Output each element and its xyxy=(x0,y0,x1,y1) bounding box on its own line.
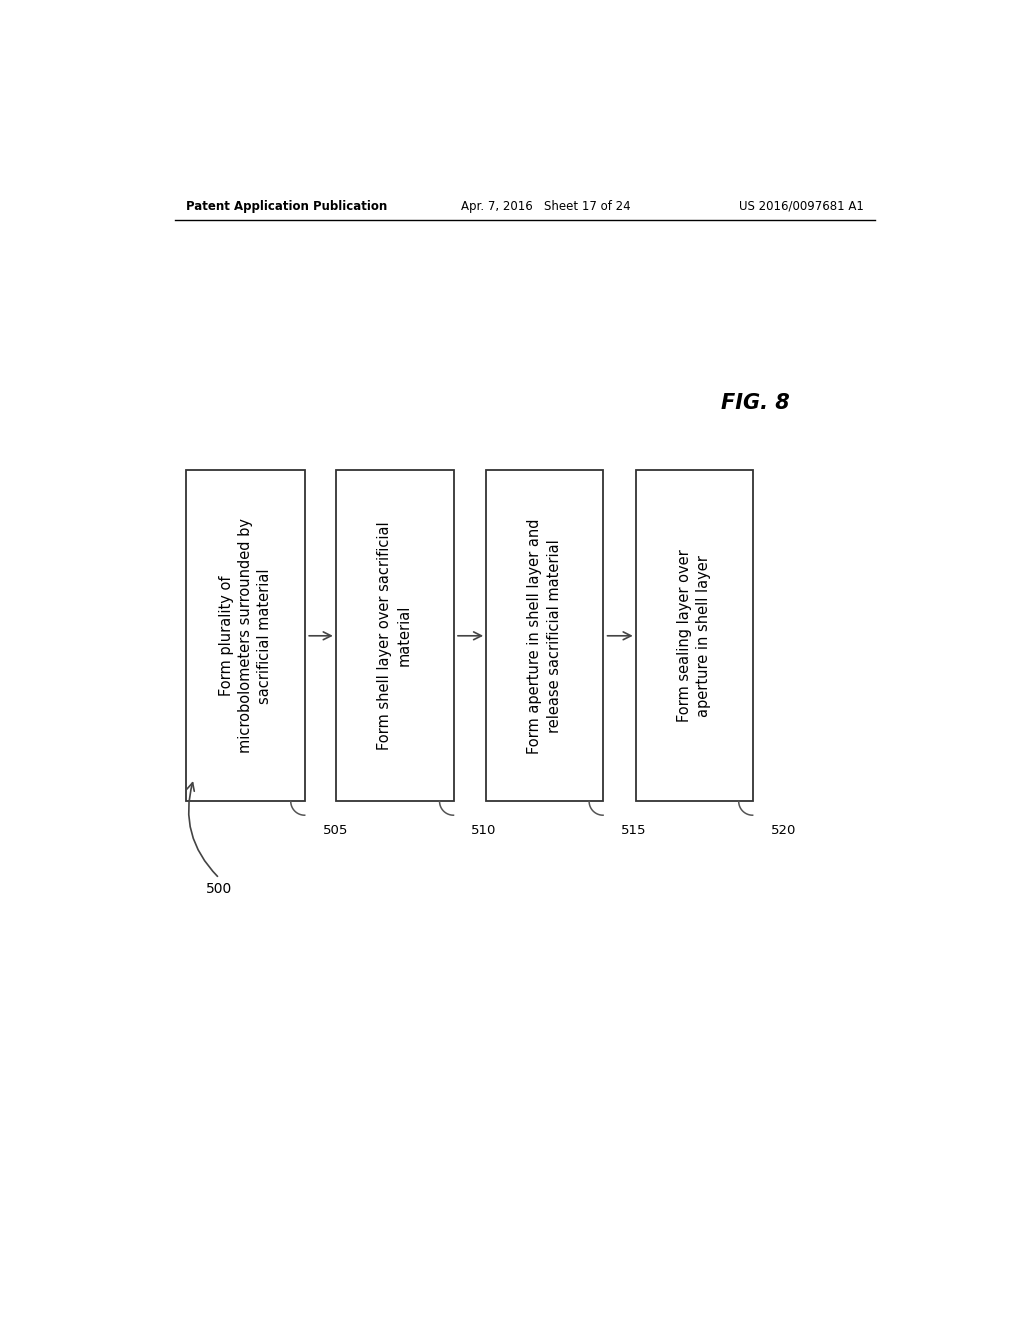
Text: Patent Application Publication: Patent Application Publication xyxy=(186,199,387,213)
Text: 505: 505 xyxy=(323,825,348,837)
Text: Apr. 7, 2016   Sheet 17 of 24: Apr. 7, 2016 Sheet 17 of 24 xyxy=(461,199,631,213)
Bar xyxy=(636,470,753,801)
Bar xyxy=(186,470,305,801)
Text: Form aperture in shell layer and
release sacrificial material: Form aperture in shell layer and release… xyxy=(527,517,561,754)
Text: 500: 500 xyxy=(206,882,231,896)
Bar xyxy=(486,470,603,801)
Text: Form shell layer over sacrificial
material: Form shell layer over sacrificial materi… xyxy=(378,521,412,750)
Text: Form sealing layer over
aperture in shell layer: Form sealing layer over aperture in shel… xyxy=(677,549,712,722)
Text: 520: 520 xyxy=(770,825,796,837)
Text: FIG. 8: FIG. 8 xyxy=(721,393,791,413)
Text: 510: 510 xyxy=(471,825,497,837)
Text: 515: 515 xyxy=(621,825,646,837)
Text: US 2016/0097681 A1: US 2016/0097681 A1 xyxy=(739,199,864,213)
Text: Form plurality of
microbolometers surrounded by
sacrificial material: Form plurality of microbolometers surrou… xyxy=(219,519,272,754)
Bar xyxy=(336,470,454,801)
